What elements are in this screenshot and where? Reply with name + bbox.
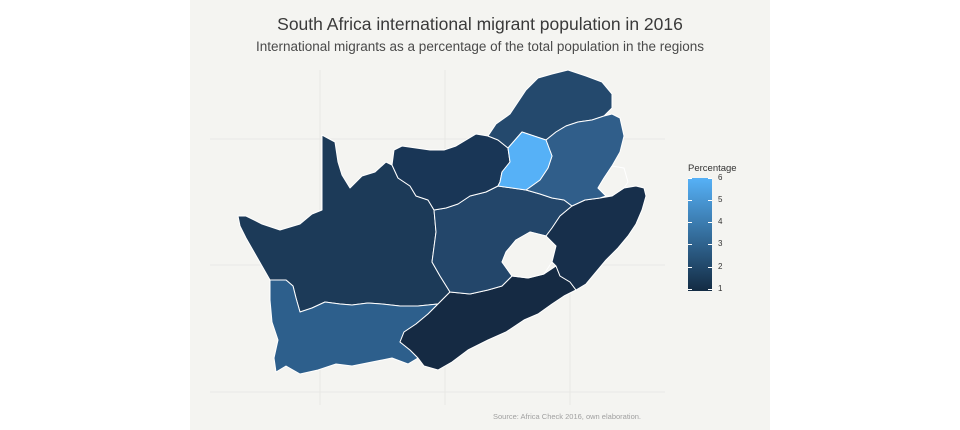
legend-tickmark bbox=[688, 200, 692, 201]
legend-tick-label: 2 bbox=[718, 262, 723, 271]
legend-tick-label: 1 bbox=[718, 284, 723, 293]
legend-tickmark bbox=[688, 289, 692, 290]
legend-tickmark bbox=[688, 178, 692, 179]
legend-tickmark bbox=[688, 267, 692, 268]
chart-title: South Africa international migrant popul… bbox=[277, 14, 683, 34]
legend-tickmark bbox=[708, 178, 712, 179]
legend-color-bar bbox=[688, 178, 712, 291]
legend-tickmark bbox=[708, 244, 712, 245]
swaziland-hole bbox=[597, 165, 629, 197]
legend-tickmark bbox=[708, 289, 712, 290]
legend-tickmark bbox=[708, 267, 712, 268]
legend-tick-label: 3 bbox=[718, 239, 723, 248]
legend-tickmark bbox=[708, 200, 712, 201]
legend-tick-label: 4 bbox=[718, 217, 723, 226]
legend-tick-label: 5 bbox=[718, 195, 723, 204]
legend-tickmark bbox=[688, 244, 692, 245]
legend-tick-label: 6 bbox=[718, 173, 723, 182]
legend-tickmark bbox=[688, 222, 692, 223]
source-caption: Source: Africa Check 2016, own elaborati… bbox=[493, 412, 642, 421]
region-gauteng[interactable] bbox=[497, 131, 553, 191]
legend-title: Percentage bbox=[688, 163, 737, 174]
legend-tickmark bbox=[708, 222, 712, 223]
chart-subtitle: International migrants as a percentage o… bbox=[255, 39, 705, 54]
